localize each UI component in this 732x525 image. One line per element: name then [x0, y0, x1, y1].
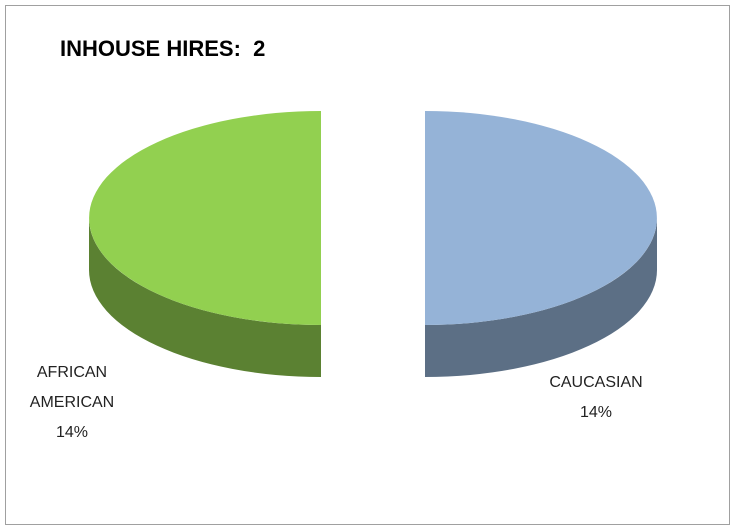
value-label: 14%: [579, 404, 613, 421]
slice-label: AFRICAN AMERICAN 14%: [17, 358, 127, 448]
chart: [89, 111, 657, 377]
slice-label: CAUCASIAN 14%: [531, 368, 661, 428]
slice-side: [89, 218, 321, 377]
value-label: 14%: [55, 424, 89, 441]
chart-title: INHOUSE HIRES: 2: [60, 36, 266, 61]
page: INHOUSE HIRES: 2 CAUCASIAN 14% AFRICAN A…: [5, 5, 730, 525]
category-label: CAUCASIAN: [549, 374, 643, 391]
slice-side: [425, 218, 657, 377]
category-label: AFRICAN AMERICAN: [29, 364, 115, 411]
slice: [425, 111, 657, 325]
slice: [89, 111, 321, 325]
